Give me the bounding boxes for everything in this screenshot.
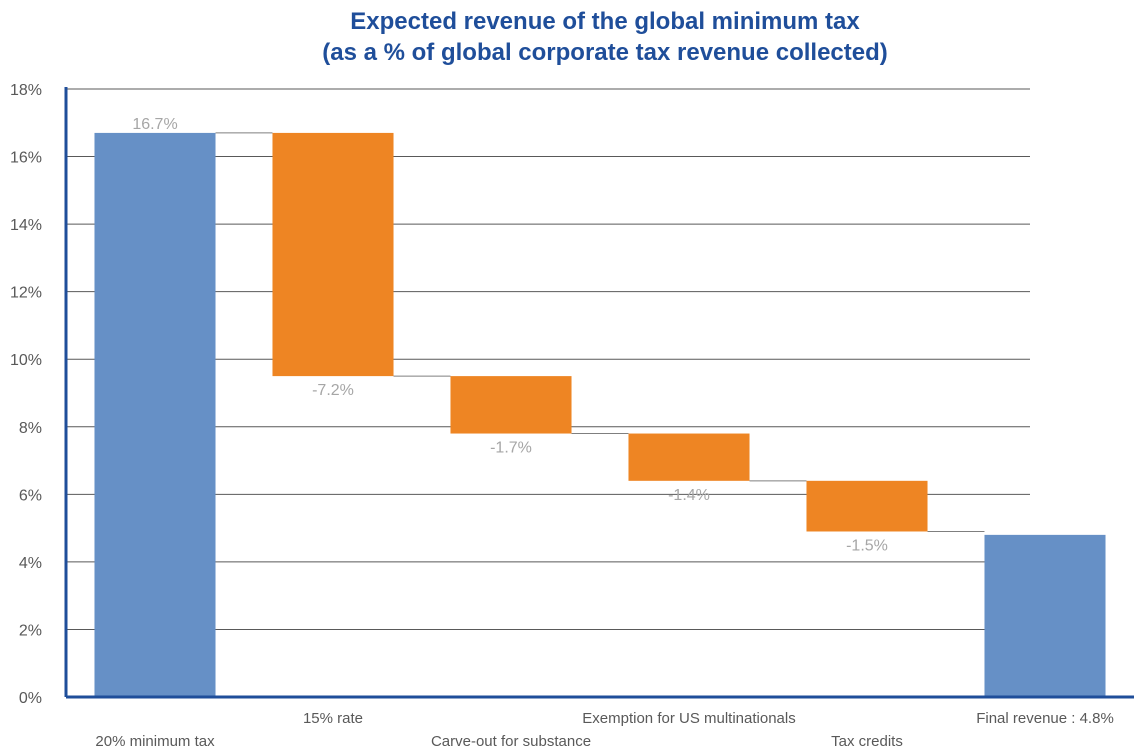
- x-category-label: Final revenue : 4.8%: [976, 710, 1114, 727]
- y-tick-label: 18%: [10, 82, 42, 99]
- chart-subtitle: (as a % of global corporate tax revenue …: [322, 39, 888, 66]
- y-tick-label: 12%: [10, 285, 42, 302]
- bar-decrease: [806, 480, 928, 532]
- bar-total: [984, 534, 1106, 697]
- data-label: -1.4%: [668, 487, 710, 504]
- x-category-label: Carve-out for substance: [431, 733, 591, 749]
- x-category-label: 15% rate: [303, 710, 363, 727]
- data-label: -1.7%: [490, 440, 532, 457]
- y-tick-label: 4%: [19, 555, 42, 572]
- data-label: 16.7%: [132, 116, 177, 133]
- y-tick-label: 14%: [10, 217, 42, 234]
- bar-decrease: [450, 376, 572, 434]
- bar-total: [94, 132, 216, 697]
- bar-decrease: [628, 433, 750, 481]
- y-tick-label: 16%: [10, 150, 42, 167]
- x-category-label: Exemption for US multinationals: [582, 710, 795, 727]
- y-tick-label: 6%: [19, 487, 42, 504]
- data-label: -7.2%: [312, 382, 354, 399]
- bar-decrease: [272, 132, 394, 377]
- y-tick-label: 2%: [19, 622, 42, 639]
- x-category-label: Tax credits: [831, 733, 903, 749]
- chart-title: Expected revenue of the global minimum t…: [0, 6, 1139, 68]
- y-tick-label: 8%: [19, 420, 42, 437]
- y-tick-label: 10%: [10, 352, 42, 369]
- data-label: -1.5%: [846, 537, 888, 554]
- y-tick-label: 0%: [19, 690, 42, 707]
- x-category-label: 20% minimum tax: [95, 733, 215, 749]
- chart-title-main: Expected revenue of the global minimum t…: [350, 8, 860, 35]
